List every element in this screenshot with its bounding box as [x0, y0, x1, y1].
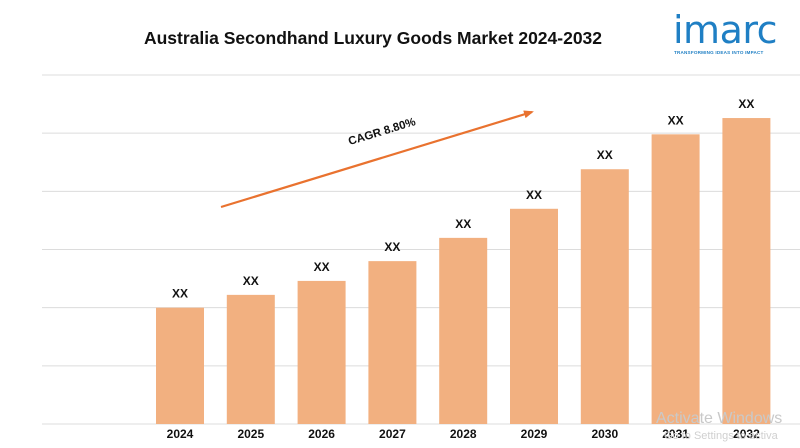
- chart-title: Australia Secondhand Luxury Goods Market…: [143, 28, 603, 48]
- bar-2025: [226, 294, 275, 424]
- x-tick-label: 2027: [379, 427, 406, 441]
- bar-2030: [580, 169, 629, 424]
- bar-2026: [297, 280, 346, 424]
- bar-2032: [722, 118, 771, 424]
- bar-2028: [439, 237, 488, 424]
- activate-windows-subtext: Go to Settings to activa: [664, 430, 778, 442]
- x-tick-label: 2024: [167, 427, 194, 441]
- imarc-logo: imarc TRANSFORMING IDEAS INTO IMPACT: [673, 8, 789, 62]
- data-label: XX: [314, 260, 330, 274]
- data-label: XX: [172, 287, 188, 301]
- x-tick-label: 2026: [308, 427, 335, 441]
- data-label: XX: [384, 240, 400, 254]
- cagr-arrow: [220, 110, 534, 209]
- data-label: XX: [668, 113, 684, 127]
- data-label: XX: [526, 188, 542, 202]
- data-label: XX: [243, 274, 259, 288]
- data-label: XX: [597, 148, 613, 162]
- x-tick-label: 2030: [591, 427, 618, 441]
- bar-2024: [156, 307, 204, 424]
- bar-2029: [510, 208, 558, 424]
- data-labels: XX XX XX XX XX XX XX XX XX: [172, 97, 754, 301]
- logo-tagline: TRANSFORMING IDEAS INTO IMPACT: [674, 50, 764, 55]
- x-tick-labels: 2024 2025 2026 2027 2028 2029 2030 2031 2032: [167, 427, 760, 441]
- x-tick-label: 2029: [521, 427, 548, 441]
- x-tick-label: 2028: [450, 427, 477, 441]
- cagr-label: CAGR 8.80%: [347, 116, 417, 148]
- data-label: XX: [455, 217, 471, 231]
- x-tick-label: 2031: [662, 427, 689, 441]
- x-tick-label: 2032: [733, 427, 760, 441]
- cagr-annotation: CAGR 8.80%: [220, 110, 534, 209]
- x-tick-label: 2025: [237, 427, 264, 441]
- bars: [156, 118, 771, 424]
- bar-2031: [651, 134, 700, 424]
- data-label: XX: [738, 97, 754, 111]
- bar-2027: [368, 261, 417, 424]
- logo-wordmark: imarc: [673, 8, 778, 52]
- activate-windows-watermark: Activate Windows: [656, 410, 783, 427]
